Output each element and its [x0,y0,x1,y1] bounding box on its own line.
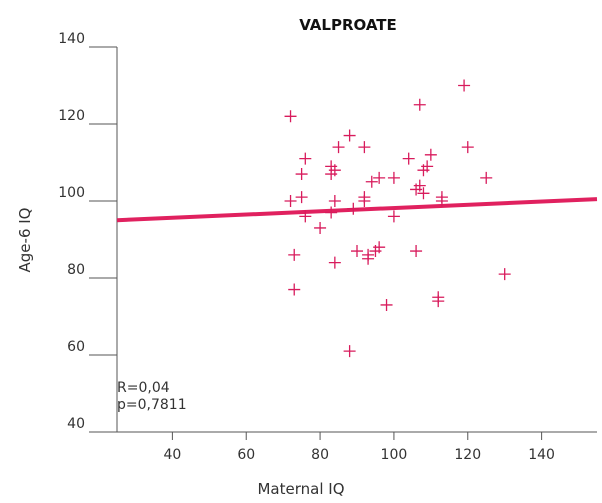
data-point [299,210,312,223]
data-point [387,210,400,223]
trend-line [116,197,598,223]
x-tick-label: 80 [311,447,329,463]
y-axis-label: Age-6 IQ [16,208,34,273]
data-point [480,171,493,184]
x-tick-label: 40 [163,447,181,463]
data-point [387,171,400,184]
data-point [373,171,386,184]
data-point [421,160,434,173]
data-point [295,168,308,181]
x-tick-label: 60 [237,447,255,463]
data-point [288,283,301,296]
data-point [362,252,375,265]
data-point [410,245,423,258]
annotation-p: p=0,7811 [117,397,187,413]
data-point [343,345,356,358]
y-tick-label: 60 [67,339,85,355]
data-point [284,195,297,207]
data-point [328,164,341,177]
y-tick-label: 120 [58,108,85,124]
data-point [299,152,312,165]
y-axis: 40 60 80 100 120 140 [58,31,118,433]
x-tick-label: 100 [381,447,408,463]
data-point [432,295,445,308]
x-axis-label: Maternal IQ [257,480,344,498]
data-point [314,221,327,234]
data-point [413,98,426,111]
data-point [402,152,415,165]
data-point [358,141,371,154]
data-point [288,248,301,261]
data-point [498,268,511,281]
data-point [365,175,378,188]
data-point [325,206,338,219]
data-point [417,187,430,200]
data-point [343,129,356,142]
data-point [358,195,371,207]
data-points [284,79,511,358]
data-point [284,110,297,123]
y-tick-label: 40 [67,416,85,432]
data-point [413,179,426,192]
chart-title: VALPROATE [299,16,397,34]
data-point [328,195,341,207]
data-point [347,202,360,215]
data-point [424,148,437,161]
data-point [332,141,345,154]
x-tick-label: 140 [528,447,555,463]
data-point [435,195,448,207]
data-point [373,241,386,254]
data-point [295,191,308,204]
data-point [461,141,474,154]
annotation-r: R=0,04 [117,380,170,396]
x-axis: 40 60 80 100 120 140 [117,431,597,463]
data-point [328,256,341,269]
y-tick-label: 100 [58,185,85,201]
x-tick-label: 120 [454,447,481,463]
data-point [351,245,363,258]
data-point [458,79,471,92]
y-tick-label: 80 [67,262,85,278]
y-tick-label: 140 [58,31,85,47]
trend-line-group [116,197,598,223]
data-point [380,298,393,311]
